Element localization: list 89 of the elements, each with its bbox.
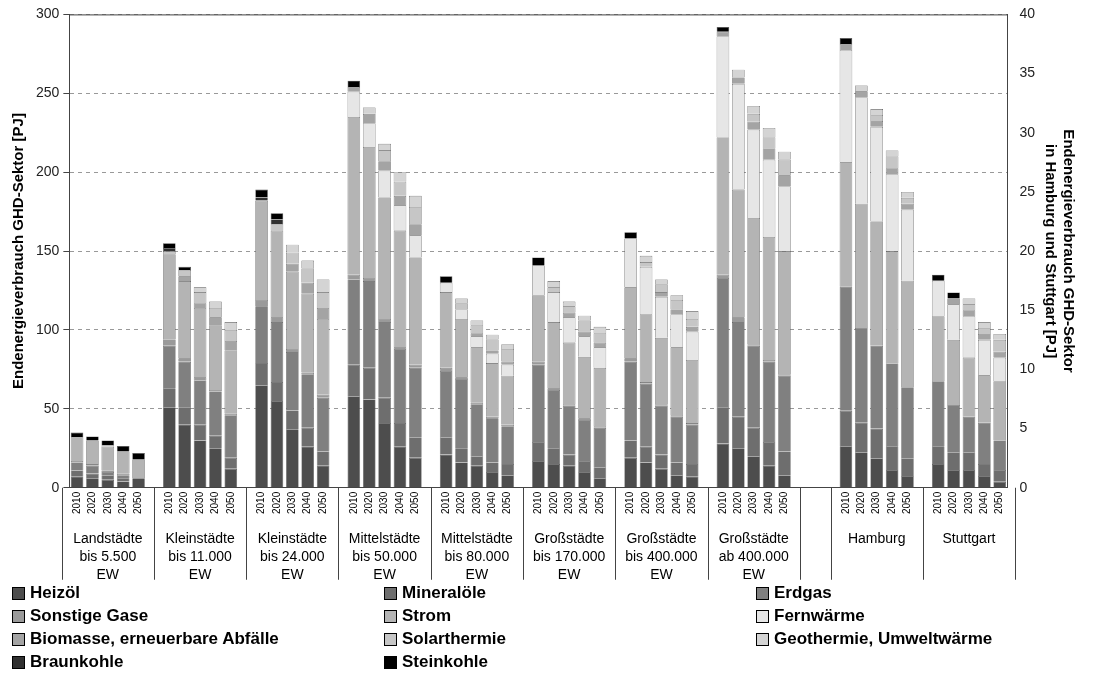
x-tick-label: 2020 <box>455 491 467 514</box>
x-tick-label: 2020 <box>855 491 867 514</box>
x-tick-label: 2010 <box>532 491 544 514</box>
legend-label: Solarthermie <box>402 629 506 649</box>
y-tick-label: 300 <box>36 5 60 22</box>
x-tick-label: 2030 <box>747 491 759 514</box>
x-tick-label: 2050 <box>993 491 1005 514</box>
x-tick-label: 2050 <box>409 491 421 514</box>
x-tick-label: 2010 <box>163 491 175 514</box>
x-tick-label: 2030 <box>870 491 882 514</box>
y2-tick-label: 0 <box>1019 478 1028 495</box>
x-tick-label: 2030 <box>193 491 205 514</box>
x-tick-label: 2010 <box>839 491 851 514</box>
legend-label: Braunkohle <box>30 652 124 672</box>
legend-label: Biomasse, erneuerbare Abfälle <box>30 629 279 649</box>
x-tick-label: 2050 <box>901 491 913 514</box>
text: Großstädte bis 170.000 EW <box>532 529 606 582</box>
x-tick-label: 2020 <box>178 491 190 514</box>
legend-label: Steinkohle <box>402 652 488 672</box>
x-tick-label: 2020 <box>270 491 282 514</box>
x-tick-label: 2040 <box>209 491 221 514</box>
text: Kleinstädte bis 24.000 EW <box>257 529 328 582</box>
x-tick-label: 2050 <box>778 491 790 514</box>
x-tick-label: 2030 <box>562 491 574 514</box>
legend-label: Heizöl <box>30 583 81 603</box>
x-tick-label: 2050 <box>224 491 236 514</box>
x-tick-label: 2010 <box>931 491 943 514</box>
text: Großstädte ab 400.000 EW <box>718 529 789 582</box>
legend-label: Erdgas <box>774 583 832 603</box>
text: Großstädte bis 400.000 EW <box>625 529 698 582</box>
x-tick-label: 2050 <box>132 491 144 514</box>
x-tick-label: 2020 <box>547 491 559 514</box>
x-tick-label: 2010 <box>624 491 636 514</box>
x-tick-label: 2040 <box>301 491 313 514</box>
y2-tick-label: 15 <box>1019 301 1036 318</box>
legend-label: Strom <box>402 606 452 626</box>
x-tick-label: 2040 <box>670 491 682 514</box>
x-tick-label: 2020 <box>639 491 651 514</box>
x-tick-label: 2050 <box>316 491 328 514</box>
x-tick-label: 2020 <box>86 491 98 514</box>
text: Hamburg <box>847 529 906 546</box>
legend-label: Sonstige Gase <box>30 606 149 626</box>
x-tick-label: 2020 <box>732 491 744 514</box>
legend-label: Mineralöle <box>402 583 487 603</box>
y-tick-label: 200 <box>36 163 60 180</box>
legend-label: Geothermie, Umweltwärme <box>774 629 993 649</box>
x-tick-label: 2010 <box>716 491 728 514</box>
x-tick-label: 2030 <box>378 491 390 514</box>
y-axis-title: Endenergieverbrauch GHD-Sektor [PJ] <box>9 113 27 390</box>
y-tick-label: 150 <box>36 241 60 258</box>
x-tick-label: 2050 <box>501 491 513 514</box>
text: Stuttgart <box>942 529 996 546</box>
x-tick-label: 2050 <box>593 491 605 514</box>
y2-tick-label: 20 <box>1019 241 1036 258</box>
x-tick-label: 2040 <box>978 491 990 514</box>
x-tick-label: 2010 <box>347 491 359 514</box>
text: Mittelstädte bis 50.000 EW <box>348 529 421 582</box>
x-tick-label: 2030 <box>101 491 113 514</box>
y2-tick-label: 25 <box>1019 182 1036 199</box>
x-tick-label: 2040 <box>578 491 590 514</box>
y2-tick-label: 5 <box>1019 419 1028 436</box>
x-tick-label: 2010 <box>70 491 82 514</box>
x-tick-label: 2030 <box>286 491 298 514</box>
x-tick-label: 2040 <box>762 491 774 514</box>
text: Mittelstädte bis 80.000 EW <box>441 529 513 582</box>
text: Kleinstädte bis 11.000 EW <box>165 529 235 582</box>
x-tick-label: 2040 <box>885 491 897 514</box>
y2-tick-label: 10 <box>1019 360 1036 377</box>
y-tick-label: 250 <box>36 84 60 101</box>
text: Landstädte bis 5.500 EW <box>73 529 143 582</box>
x-tick-label: 2050 <box>685 491 697 514</box>
y-tick-label: 0 <box>51 478 60 495</box>
y2-tick-label: 40 <box>1019 5 1036 22</box>
x-tick-label: 2040 <box>393 491 405 514</box>
x-tick-label: 2020 <box>947 491 959 514</box>
y-tick-label: 50 <box>43 399 60 416</box>
x-tick-label: 2030 <box>470 491 482 514</box>
x-tick-label: 2040 <box>486 491 498 514</box>
y-tick-label: 100 <box>36 320 60 337</box>
legend-label: Fernwärme <box>774 606 865 626</box>
x-tick-label: 2020 <box>362 491 374 514</box>
x-tick-label: 2030 <box>655 491 667 514</box>
y2-axis-title: Endenergieverbrauch GHD-Sektor in Hamburg und Stuttgart [PJ] <box>1042 129 1078 373</box>
x-tick-label: 2040 <box>116 491 128 514</box>
x-tick-label: 2010 <box>255 491 267 514</box>
y2-tick-label: 30 <box>1019 123 1036 140</box>
y2-tick-label: 35 <box>1019 64 1036 81</box>
x-tick-label: 2030 <box>962 491 974 514</box>
x-tick-label: 2010 <box>439 491 451 514</box>
